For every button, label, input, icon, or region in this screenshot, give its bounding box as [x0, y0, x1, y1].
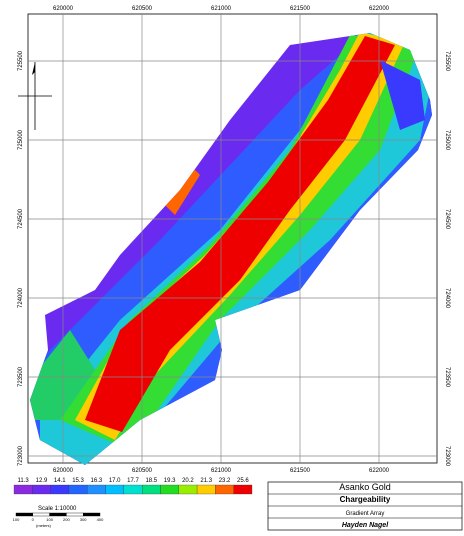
scale-segment: [49, 512, 67, 517]
y-tick-label: 724500: [444, 209, 450, 230]
y-tick-label: 725500: [444, 51, 450, 72]
color-label: 25.6: [237, 478, 249, 484]
array-type: Gradient Array: [346, 511, 385, 517]
y-tick-label: 723000: [18, 445, 24, 466]
color-swatch: [160, 484, 179, 495]
color-swatch: [32, 484, 51, 495]
x-tick-label: 622000: [369, 6, 390, 12]
y-tick-label: 724000: [18, 287, 24, 308]
legend-area: Asanko Gold Chargeability Gradient Array…: [13, 478, 463, 531]
y-tick-label: 723000: [444, 446, 450, 467]
scale-segment: [66, 512, 84, 517]
color-label: 11.3: [18, 478, 30, 484]
y-tick-label: 725500: [18, 50, 24, 71]
y-tick-label: 725000: [444, 130, 450, 151]
x-tick-label: 620000: [53, 468, 74, 474]
color-label: 23.2: [219, 478, 231, 484]
scale-label: 400: [97, 517, 104, 522]
color-swatch: [123, 484, 143, 495]
north-arrow: [18, 62, 52, 130]
color-swatch: [50, 484, 70, 495]
color-label: 16.3: [91, 478, 103, 484]
x-tick-label: 620500: [132, 6, 153, 12]
x-tick-label: 620500: [132, 468, 153, 474]
scale-unit: (meters): [36, 523, 52, 528]
author: Hayden Nagel: [342, 522, 389, 529]
color-swatch: [178, 484, 198, 495]
color-swatch: [68, 484, 88, 495]
color-swatch: [142, 484, 161, 495]
color-swatch: [105, 484, 124, 495]
x-tick-label: 620000: [53, 6, 74, 12]
scale-segment: [82, 512, 101, 517]
color-label: 18.5: [145, 478, 157, 484]
color-label: 15.3: [72, 478, 84, 484]
color-label: 17.0: [109, 478, 121, 484]
scale-label: 100: [13, 517, 20, 522]
color-swatch: [196, 484, 216, 495]
y-tick-label: 724500: [18, 208, 24, 229]
x-tick-label: 622000: [369, 468, 390, 474]
color-swatch: [215, 484, 234, 495]
color-swatch: [87, 484, 106, 495]
color-label: 14.1: [54, 478, 66, 484]
y-tick-label: 724000: [444, 288, 450, 309]
y-tick-label: 723500: [444, 367, 450, 388]
scale-label: 300: [80, 517, 87, 522]
color-swatch: [233, 484, 253, 495]
x-tick-label: 621500: [290, 6, 311, 12]
scale-label: 0: [32, 517, 35, 522]
x-tick-label: 621000: [211, 468, 232, 474]
company: Asanko Gold: [339, 482, 391, 492]
color-label: 17.7: [127, 478, 139, 484]
color-label: 21.3: [200, 478, 212, 484]
y-tick-label: 723500: [18, 366, 24, 387]
x-tick-label: 621000: [211, 6, 232, 12]
survey-title: Chargeability: [340, 495, 391, 504]
x-tick-label: 621500: [290, 468, 311, 474]
scale-title: Scale 1:10000: [38, 506, 77, 512]
scale-label: 200: [63, 517, 70, 522]
color-label: 20.2: [182, 478, 194, 484]
scale-label: 100: [46, 517, 53, 522]
grid: 620000 620000 620500 620500 621000 621000 6215…: [18, 6, 450, 474]
scale-segment: [32, 512, 50, 517]
color-label: 19.3: [164, 478, 176, 484]
y-tick-label: 725000: [18, 129, 24, 150]
color-swatch: [13, 484, 33, 495]
color-label: 12.9: [36, 478, 48, 484]
scale-segment: [15, 512, 33, 517]
